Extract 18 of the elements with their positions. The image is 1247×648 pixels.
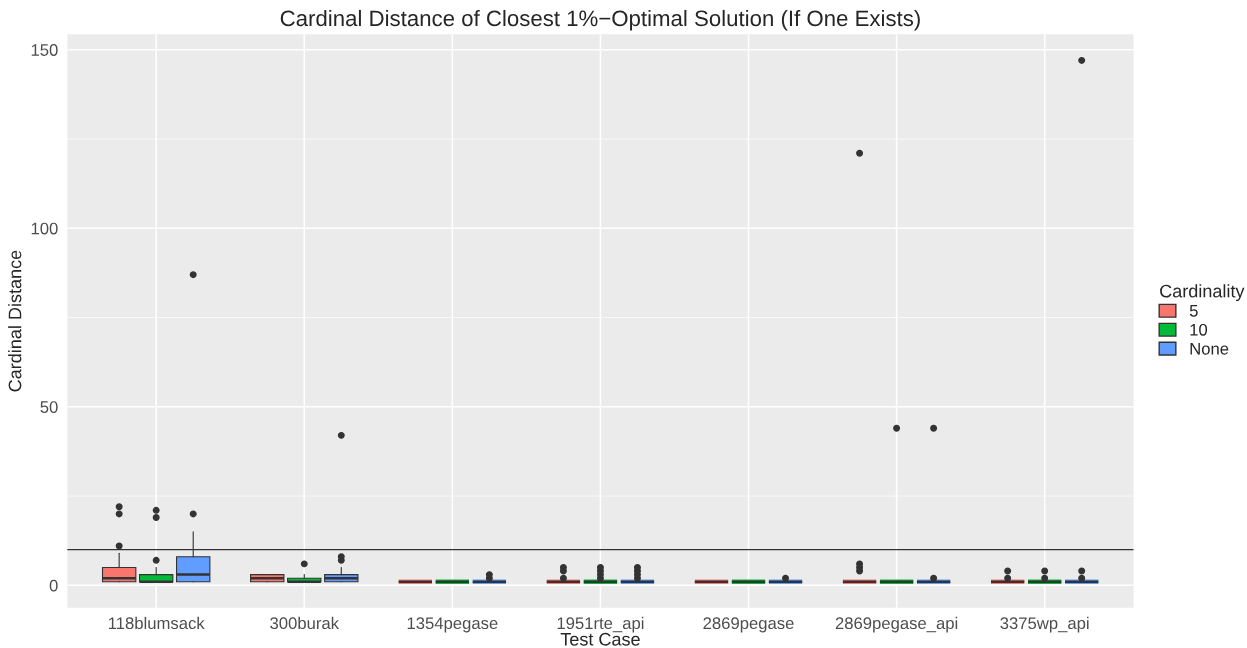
legend-label: 5	[1189, 305, 1198, 317]
x-tick-label: 1354pegase	[407, 617, 498, 633]
y-tick-label: 100	[31, 222, 58, 235]
x-tick-label: 1951rte_api	[557, 616, 644, 633]
x-tick-label: 2869pegase	[703, 617, 794, 633]
y-tick-label: 0	[49, 579, 58, 592]
x-tick-label: 3375wp_api	[1000, 616, 1089, 633]
y-tick-label: 150	[31, 44, 58, 56]
legend-label: None	[1190, 343, 1229, 355]
x-axis-title: Test Case	[560, 632, 640, 646]
chart-title: Cardinal Distance of Closest 1%−Optimal Solution (If One Exists)	[280, 9, 920, 31]
x-tick-label: 2869pegase_api	[835, 616, 958, 633]
x-tick-label: 300burak	[270, 616, 340, 630]
y-axis-title: Cardinal Distance	[8, 250, 22, 392]
y-tick-label: 50	[40, 401, 58, 413]
legend-title: Cardinality	[1160, 284, 1245, 302]
x-tick-label: 118blumsack	[108, 616, 205, 630]
legend-label: 10	[1190, 323, 1208, 336]
